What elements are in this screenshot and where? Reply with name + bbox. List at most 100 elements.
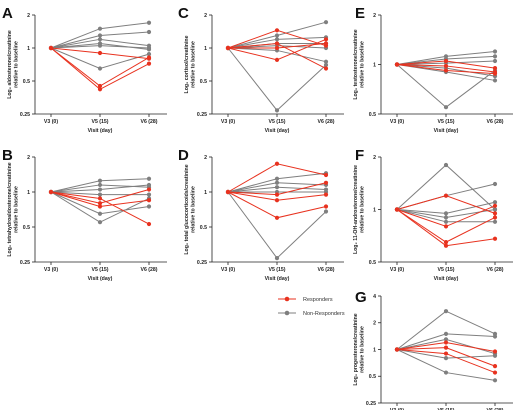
y-tick-label: 1 bbox=[373, 62, 376, 68]
x-tick-label: V5 (15) bbox=[437, 119, 454, 125]
legend-nonresponders-marker bbox=[284, 310, 290, 316]
data-point-non-responder bbox=[146, 182, 152, 188]
x-tick-label: V5 (15) bbox=[268, 267, 285, 273]
data-point-responder bbox=[274, 198, 280, 203]
y-tick-label: 0.25 bbox=[20, 112, 30, 118]
data-point-non-responder bbox=[146, 192, 152, 197]
y-axis-label: Log₂ tetrahydroaldosterone/creatininerel… bbox=[7, 162, 20, 256]
data-point-non-responder bbox=[274, 108, 280, 113]
panel-c: C 0.25 0.5 1 2 V3 (0) V5 (15) V6 (28) Visit (day… bbox=[178, 5, 344, 134]
y-tick-label: 0.25 bbox=[20, 260, 30, 266]
data-point-responder bbox=[443, 63, 449, 69]
data-point-responder bbox=[146, 198, 152, 203]
data-point-responder bbox=[443, 193, 449, 198]
y-tick-label: 0.5 bbox=[23, 79, 30, 85]
data-point-non-responder bbox=[97, 26, 103, 31]
data-point-non-responder bbox=[97, 211, 103, 216]
x-tick-label: V3 (0) bbox=[390, 267, 404, 273]
data-point-responder bbox=[146, 221, 152, 227]
data-point-non-responder bbox=[274, 33, 280, 38]
data-point-responder bbox=[97, 50, 103, 56]
data-point-non-responder bbox=[323, 62, 329, 68]
panel-letter: C bbox=[178, 5, 189, 22]
x-tick-label: V3 (0) bbox=[221, 119, 235, 125]
data-point-non-responder bbox=[146, 29, 152, 35]
data-point-non-responder bbox=[443, 219, 449, 224]
data-point-non-responder bbox=[492, 181, 498, 187]
y-tick-label: 2 bbox=[373, 321, 376, 327]
x-tick-label: V5 (15) bbox=[91, 119, 108, 125]
data-point-non-responder bbox=[274, 180, 280, 185]
data-point-responder bbox=[97, 204, 103, 209]
data-point-non-responder bbox=[443, 309, 449, 314]
data-point-non-responder bbox=[443, 337, 449, 342]
x-tick-label: V6 (28) bbox=[317, 119, 334, 125]
y-tick-label: 0.5 bbox=[369, 260, 376, 266]
data-point-responder bbox=[274, 28, 280, 33]
data-point-non-responder bbox=[323, 20, 329, 25]
x-tick-label: V6 (28) bbox=[486, 267, 503, 273]
y-tick-label: 0.5 bbox=[369, 112, 376, 118]
data-point-responder bbox=[443, 58, 449, 64]
data-point-non-responder bbox=[492, 378, 498, 383]
data-point-responder bbox=[323, 180, 329, 185]
y-tick-label: 2 bbox=[27, 13, 30, 19]
y-tick-label: 1 bbox=[27, 190, 30, 196]
data-point-non-responder bbox=[97, 187, 103, 192]
data-point-responder bbox=[323, 192, 329, 197]
data-point-non-responder bbox=[443, 215, 449, 220]
y-tick-label: 1 bbox=[373, 347, 376, 353]
legend-nonresponders-label: Non-Responders bbox=[303, 311, 345, 317]
data-point-non-responder bbox=[492, 78, 498, 83]
data-point-responder bbox=[97, 87, 103, 92]
x-tick-label: V3 (0) bbox=[390, 408, 404, 410]
data-point-responder bbox=[97, 201, 103, 206]
data-point-non-responder bbox=[274, 37, 280, 42]
data-point-responder bbox=[492, 349, 498, 354]
x-tick-label: V6 (28) bbox=[140, 267, 157, 273]
y-axis-label: Log₂ testosterone/creatininerelative to … bbox=[353, 29, 366, 99]
data-point-responder bbox=[492, 71, 498, 76]
data-point-non-responder bbox=[443, 331, 449, 336]
data-point-non-responder bbox=[443, 105, 449, 110]
data-point-responder bbox=[48, 189, 54, 195]
data-point-non-responder bbox=[323, 209, 329, 214]
data-point-responder bbox=[492, 236, 498, 241]
data-point-non-responder bbox=[492, 58, 498, 64]
x-tick-label: V6 (28) bbox=[317, 267, 334, 273]
y-tick-label: 0.5 bbox=[369, 374, 376, 380]
data-point-non-responder bbox=[274, 185, 280, 190]
x-axis-label: Visit (day) bbox=[88, 276, 113, 282]
y-tick-label: 0.5 bbox=[23, 225, 30, 231]
x-tick-label: V5 (15) bbox=[437, 267, 454, 273]
panel-f: F 0.5 1 2 V3 (0) V5 (15) V6 (28) Visit (day) Log… bbox=[353, 147, 513, 282]
y-tick-label: 0.25 bbox=[366, 401, 376, 407]
data-point-non-responder bbox=[146, 20, 152, 25]
data-point-non-responder bbox=[443, 211, 449, 216]
y-tick-label: 2 bbox=[204, 155, 207, 161]
data-point-responder bbox=[323, 37, 329, 42]
data-point-responder bbox=[146, 61, 152, 66]
data-point-responder bbox=[443, 240, 449, 245]
y-axis-label: Log₂ cortisol/creatininerelative to base… bbox=[184, 35, 197, 93]
data-point-responder bbox=[394, 347, 400, 352]
panel-e: E 0.5 1 2 V3 (0) V5 (15) V6 (28) Visit (day) Log… bbox=[353, 5, 513, 134]
panel-g: G0.250.5124V3 (0)V5 (15)V6 (28)Visit (da… bbox=[353, 289, 513, 410]
y-tick-label: 0.25 bbox=[197, 112, 207, 118]
data-point-responder bbox=[146, 56, 152, 61]
data-point-responder bbox=[492, 364, 498, 369]
data-point-responder bbox=[225, 45, 231, 51]
data-point-responder bbox=[492, 211, 498, 216]
data-point-responder bbox=[274, 161, 280, 166]
panel-letter: E bbox=[355, 5, 365, 22]
panel-d: D 0.25 0.5 1 2 V3 (0) V5 (15) V6 (28) Visit (day… bbox=[178, 147, 344, 282]
data-point-non-responder bbox=[97, 178, 103, 183]
data-point-non-responder bbox=[323, 59, 329, 64]
x-tick-label: V6 (28) bbox=[140, 119, 157, 125]
data-point-non-responder bbox=[97, 182, 103, 188]
data-point-non-responder bbox=[146, 204, 152, 209]
y-axis-label: Log₂ 11-OH-androsterone/creatininerelati… bbox=[353, 165, 366, 254]
data-point-non-responder bbox=[492, 49, 498, 54]
panel-letter: B bbox=[2, 147, 13, 164]
data-point-non-responder bbox=[492, 54, 498, 59]
